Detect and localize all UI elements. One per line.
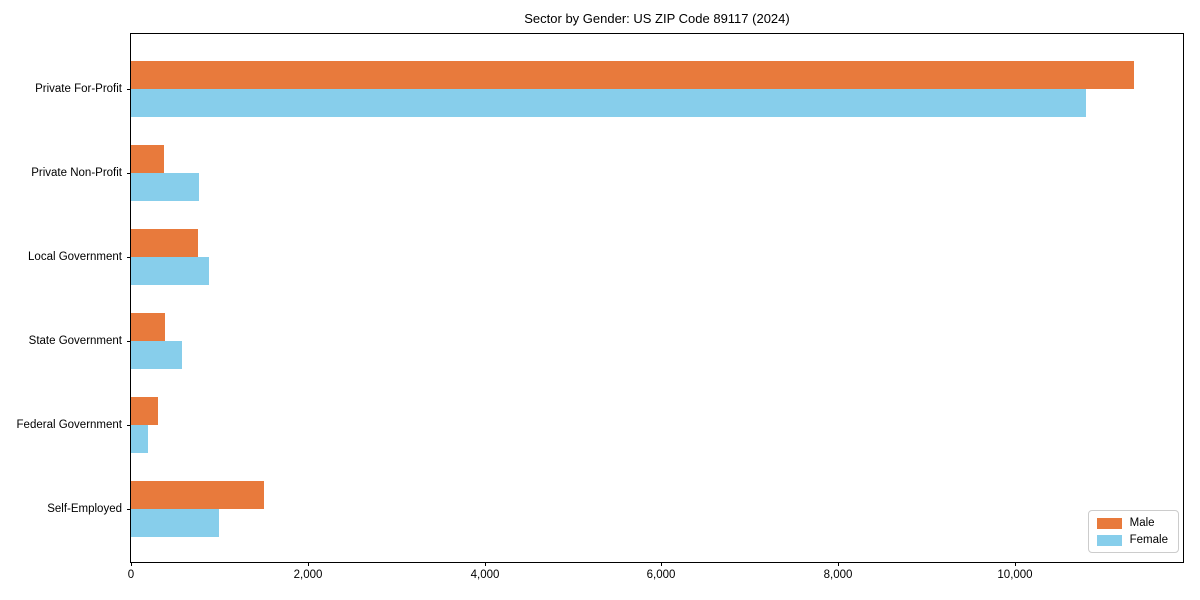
x-tick-mark-6000 <box>661 562 662 566</box>
category-label-local-government: Local Government <box>28 251 122 263</box>
x-tick-label-6000: 6,000 <box>646 569 676 581</box>
legend-label-male: Male <box>1129 517 1155 529</box>
x-tick-mark-2000 <box>308 562 309 566</box>
bar-male-federal-government <box>131 397 158 425</box>
x-tick-mark-0 <box>131 562 132 566</box>
x-tick-label-10000: 10,000 <box>997 569 1033 581</box>
category-label-federal-government: Federal Government <box>16 419 122 431</box>
legend-swatch-female <box>1096 534 1122 546</box>
category-label-self-employed: Self-Employed <box>47 503 122 515</box>
bar-female-private-for-profit <box>131 89 1086 117</box>
bar-female-federal-government <box>131 425 148 453</box>
y-tick-mark-self-employed <box>127 509 131 510</box>
bar-female-self-employed <box>131 509 219 537</box>
bar-female-local-government <box>131 257 209 285</box>
y-tick-mark-private-for-profit <box>127 89 131 90</box>
bar-male-self-employed <box>131 481 264 509</box>
legend-row-male: Male <box>1096 517 1168 529</box>
x-tick-label-2000: 2,000 <box>293 569 323 581</box>
y-tick-mark-local-government <box>127 257 131 258</box>
legend-swatch-male <box>1096 517 1122 529</box>
x-tick-mark-8000 <box>838 562 839 566</box>
y-tick-mark-private-non-profit <box>127 173 131 174</box>
x-tick-label-4000: 4,000 <box>470 569 500 581</box>
y-tick-mark-federal-government <box>127 425 131 426</box>
plot-area: Private For-Profit Private Non-Profit Loca… <box>17 33 1184 581</box>
legend: Male Female <box>1087 510 1179 553</box>
bar-male-local-government <box>131 229 198 257</box>
legend-row-female: Female <box>1096 534 1168 546</box>
category-label-private-non-profit: Private Non-Profit <box>31 167 122 179</box>
bar-female-private-non-profit <box>131 173 199 201</box>
chart-title: Sector by Gender: US ZIP Code 89117 (202… <box>524 11 790 26</box>
bar-female-state-government <box>131 341 182 369</box>
bar-male-private-for-profit <box>131 61 1134 89</box>
x-tick-label-0: 0 <box>127 569 135 581</box>
y-tick-mark-state-government <box>127 341 131 342</box>
x-tick-mark-10000 <box>1015 562 1016 566</box>
category-label-state-government: State Government <box>28 335 122 347</box>
x-tick-mark-4000 <box>485 562 486 566</box>
legend-label-female: Female <box>1129 534 1168 546</box>
bar-male-private-non-profit <box>131 145 164 173</box>
category-label-private-for-profit: Private For-Profit <box>35 83 122 95</box>
bar-male-state-government <box>131 313 165 341</box>
x-tick-label-8000: 8,000 <box>823 569 853 581</box>
